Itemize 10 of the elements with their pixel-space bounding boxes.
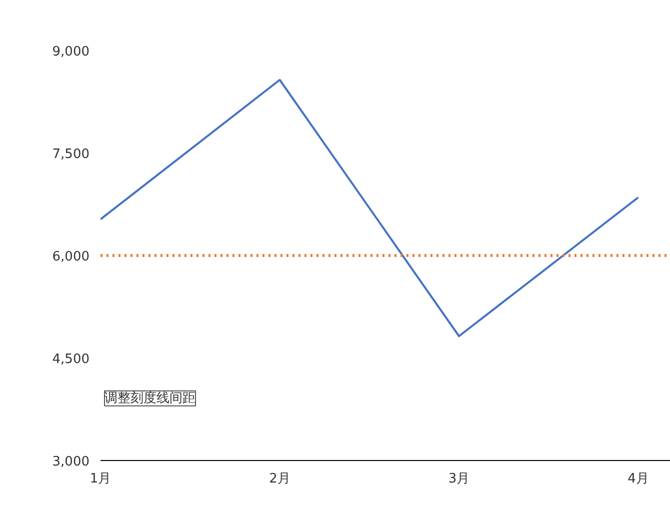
line-series — [100, 78, 640, 338]
y-tick-label: 9,000 — [52, 44, 90, 60]
y-tick-label: 4,500 — [52, 352, 90, 367]
y-tick-label: 7,500 — [52, 147, 90, 162]
x-tick-label: 2月 — [269, 472, 290, 486]
y-tick-label: 6,000 — [52, 250, 90, 264]
y-tick-label: 3,000 — [52, 454, 90, 470]
x-tick-label: 1月 — [90, 472, 112, 486]
x-tick-label: 4月 — [628, 472, 649, 486]
x-tick-label: 3月 — [448, 472, 470, 486]
